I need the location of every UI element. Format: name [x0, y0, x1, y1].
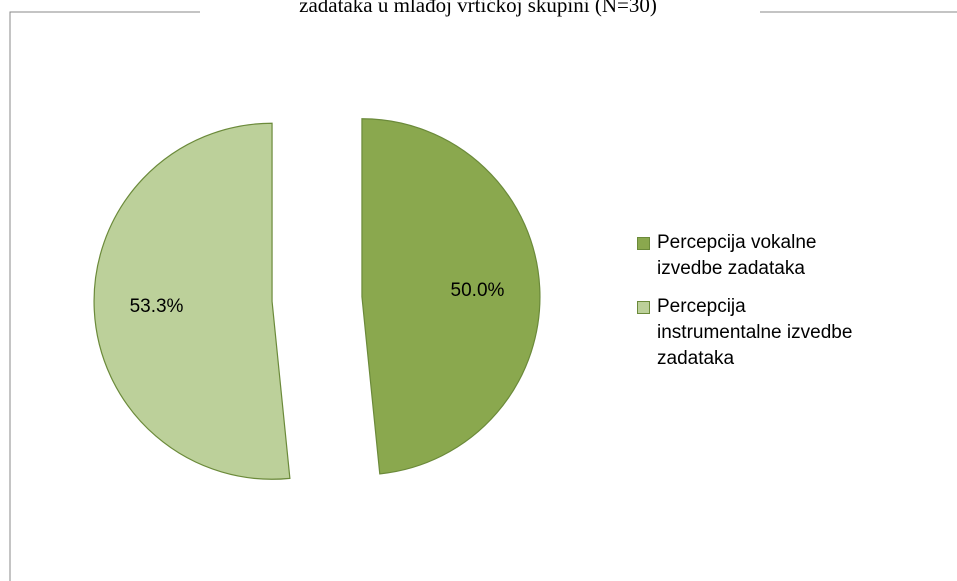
pie-slice [361, 118, 541, 475]
legend-label: Percepcija vokalne izvedbe zadataka [657, 232, 817, 279]
legend-item: Percepcija vokalne izvedbe zadataka [637, 230, 867, 282]
legend-label: Percepcija instrumentalne izvedbe zadata… [657, 296, 853, 369]
legend: Percepcija vokalne izvedbe zadataka Perce… [637, 230, 867, 384]
legend-swatch [637, 301, 650, 314]
title-background [200, 0, 760, 22]
legend-item: Percepcija instrumentalne izvedbe zadata… [637, 294, 867, 372]
pie-slice [93, 122, 291, 480]
legend-swatch [637, 237, 650, 250]
data-label: 53.3% [130, 296, 184, 317]
data-label: 50.0% [451, 280, 505, 301]
chart-title: zadataka u mlađoj vrtićkoj skupini (N=30… [299, 0, 657, 17]
